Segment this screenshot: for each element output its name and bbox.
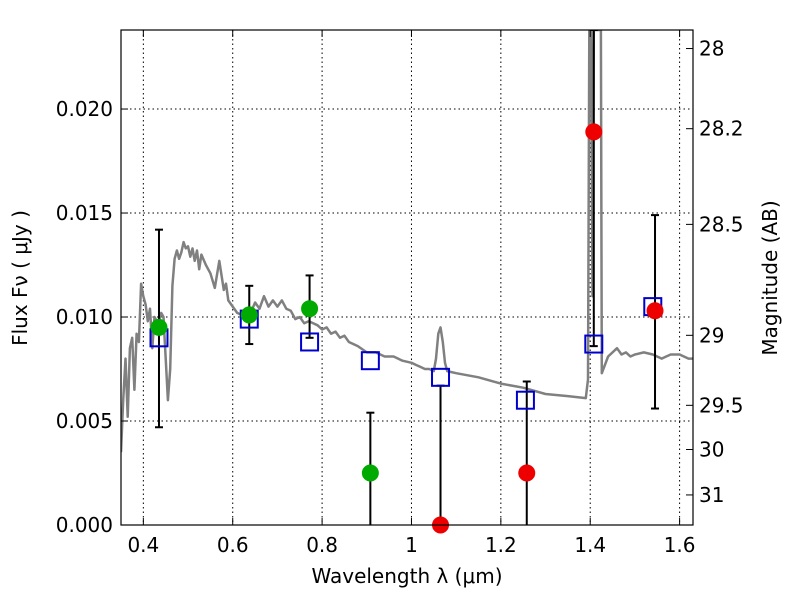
observed-flux-point — [646, 302, 664, 320]
observed-flux-point — [150, 318, 168, 336]
y2-axis-title: Magnitude (AB) — [758, 200, 782, 355]
grid-lines — [121, 30, 693, 525]
x-tick-label: 0.6 — [217, 533, 249, 557]
observed-flux-point — [240, 306, 258, 324]
observed-flux-point — [361, 464, 379, 482]
x-axis-title: Wavelength λ (μm) — [311, 564, 502, 588]
y-axis-title: Flux Fν ( μJy ) — [8, 210, 32, 346]
y2-tick-label: 29.5 — [699, 393, 744, 417]
observed-flux-point — [518, 464, 536, 482]
model-flux-square — [431, 367, 451, 387]
model-spectrum-layer — [121, 30, 693, 453]
y-tick-label: 0.015 — [56, 201, 113, 225]
observed-flux-point — [301, 300, 319, 318]
y2-tick-label: 29 — [699, 323, 724, 347]
y2-tick-label: 30 — [699, 437, 724, 461]
observed-points-layer — [150, 123, 664, 534]
y-tick-label: 0.020 — [56, 97, 113, 121]
y-tick-label: 0.010 — [56, 305, 113, 329]
y2-tick-label: 31 — [699, 483, 724, 507]
x-tick-label: 1.2 — [485, 533, 517, 557]
y-tick-label: 0.005 — [56, 409, 113, 433]
x-tick-label: 0.8 — [306, 533, 338, 557]
error-bars-layer — [154, 30, 660, 525]
model-flux-squares-layer — [149, 297, 663, 410]
y2-tick-label: 28 — [699, 37, 724, 61]
plot-frame — [120, 29, 694, 526]
y-tick-label: 0.000 — [56, 513, 113, 537]
y-axis-ticks: 0.000 0.005 0.010 0.015 0.020 — [56, 97, 128, 537]
y2-axis-ticks: 28 28.2 28.5 29 29.5 30 31 — [686, 37, 744, 507]
x-tick-label: 0.4 — [127, 533, 159, 557]
y2-tick-label: 28.5 — [699, 212, 744, 236]
observed-flux-point — [585, 123, 603, 141]
x-tick-label: 1.6 — [664, 533, 696, 557]
y2-tick-label: 28.2 — [699, 117, 744, 141]
x-axis-ticks: 0.4 0.6 0.8 1 1.2 1.4 1.6 — [127, 30, 696, 557]
x-tick-label: 1.4 — [574, 533, 606, 557]
model-spectrum-line — [121, 30, 693, 453]
model-flux-square — [584, 334, 604, 354]
model-flux-square — [360, 351, 380, 371]
model-flux-square — [300, 332, 320, 352]
x-tick-label: 1 — [405, 533, 418, 557]
model-flux-square — [515, 390, 535, 410]
